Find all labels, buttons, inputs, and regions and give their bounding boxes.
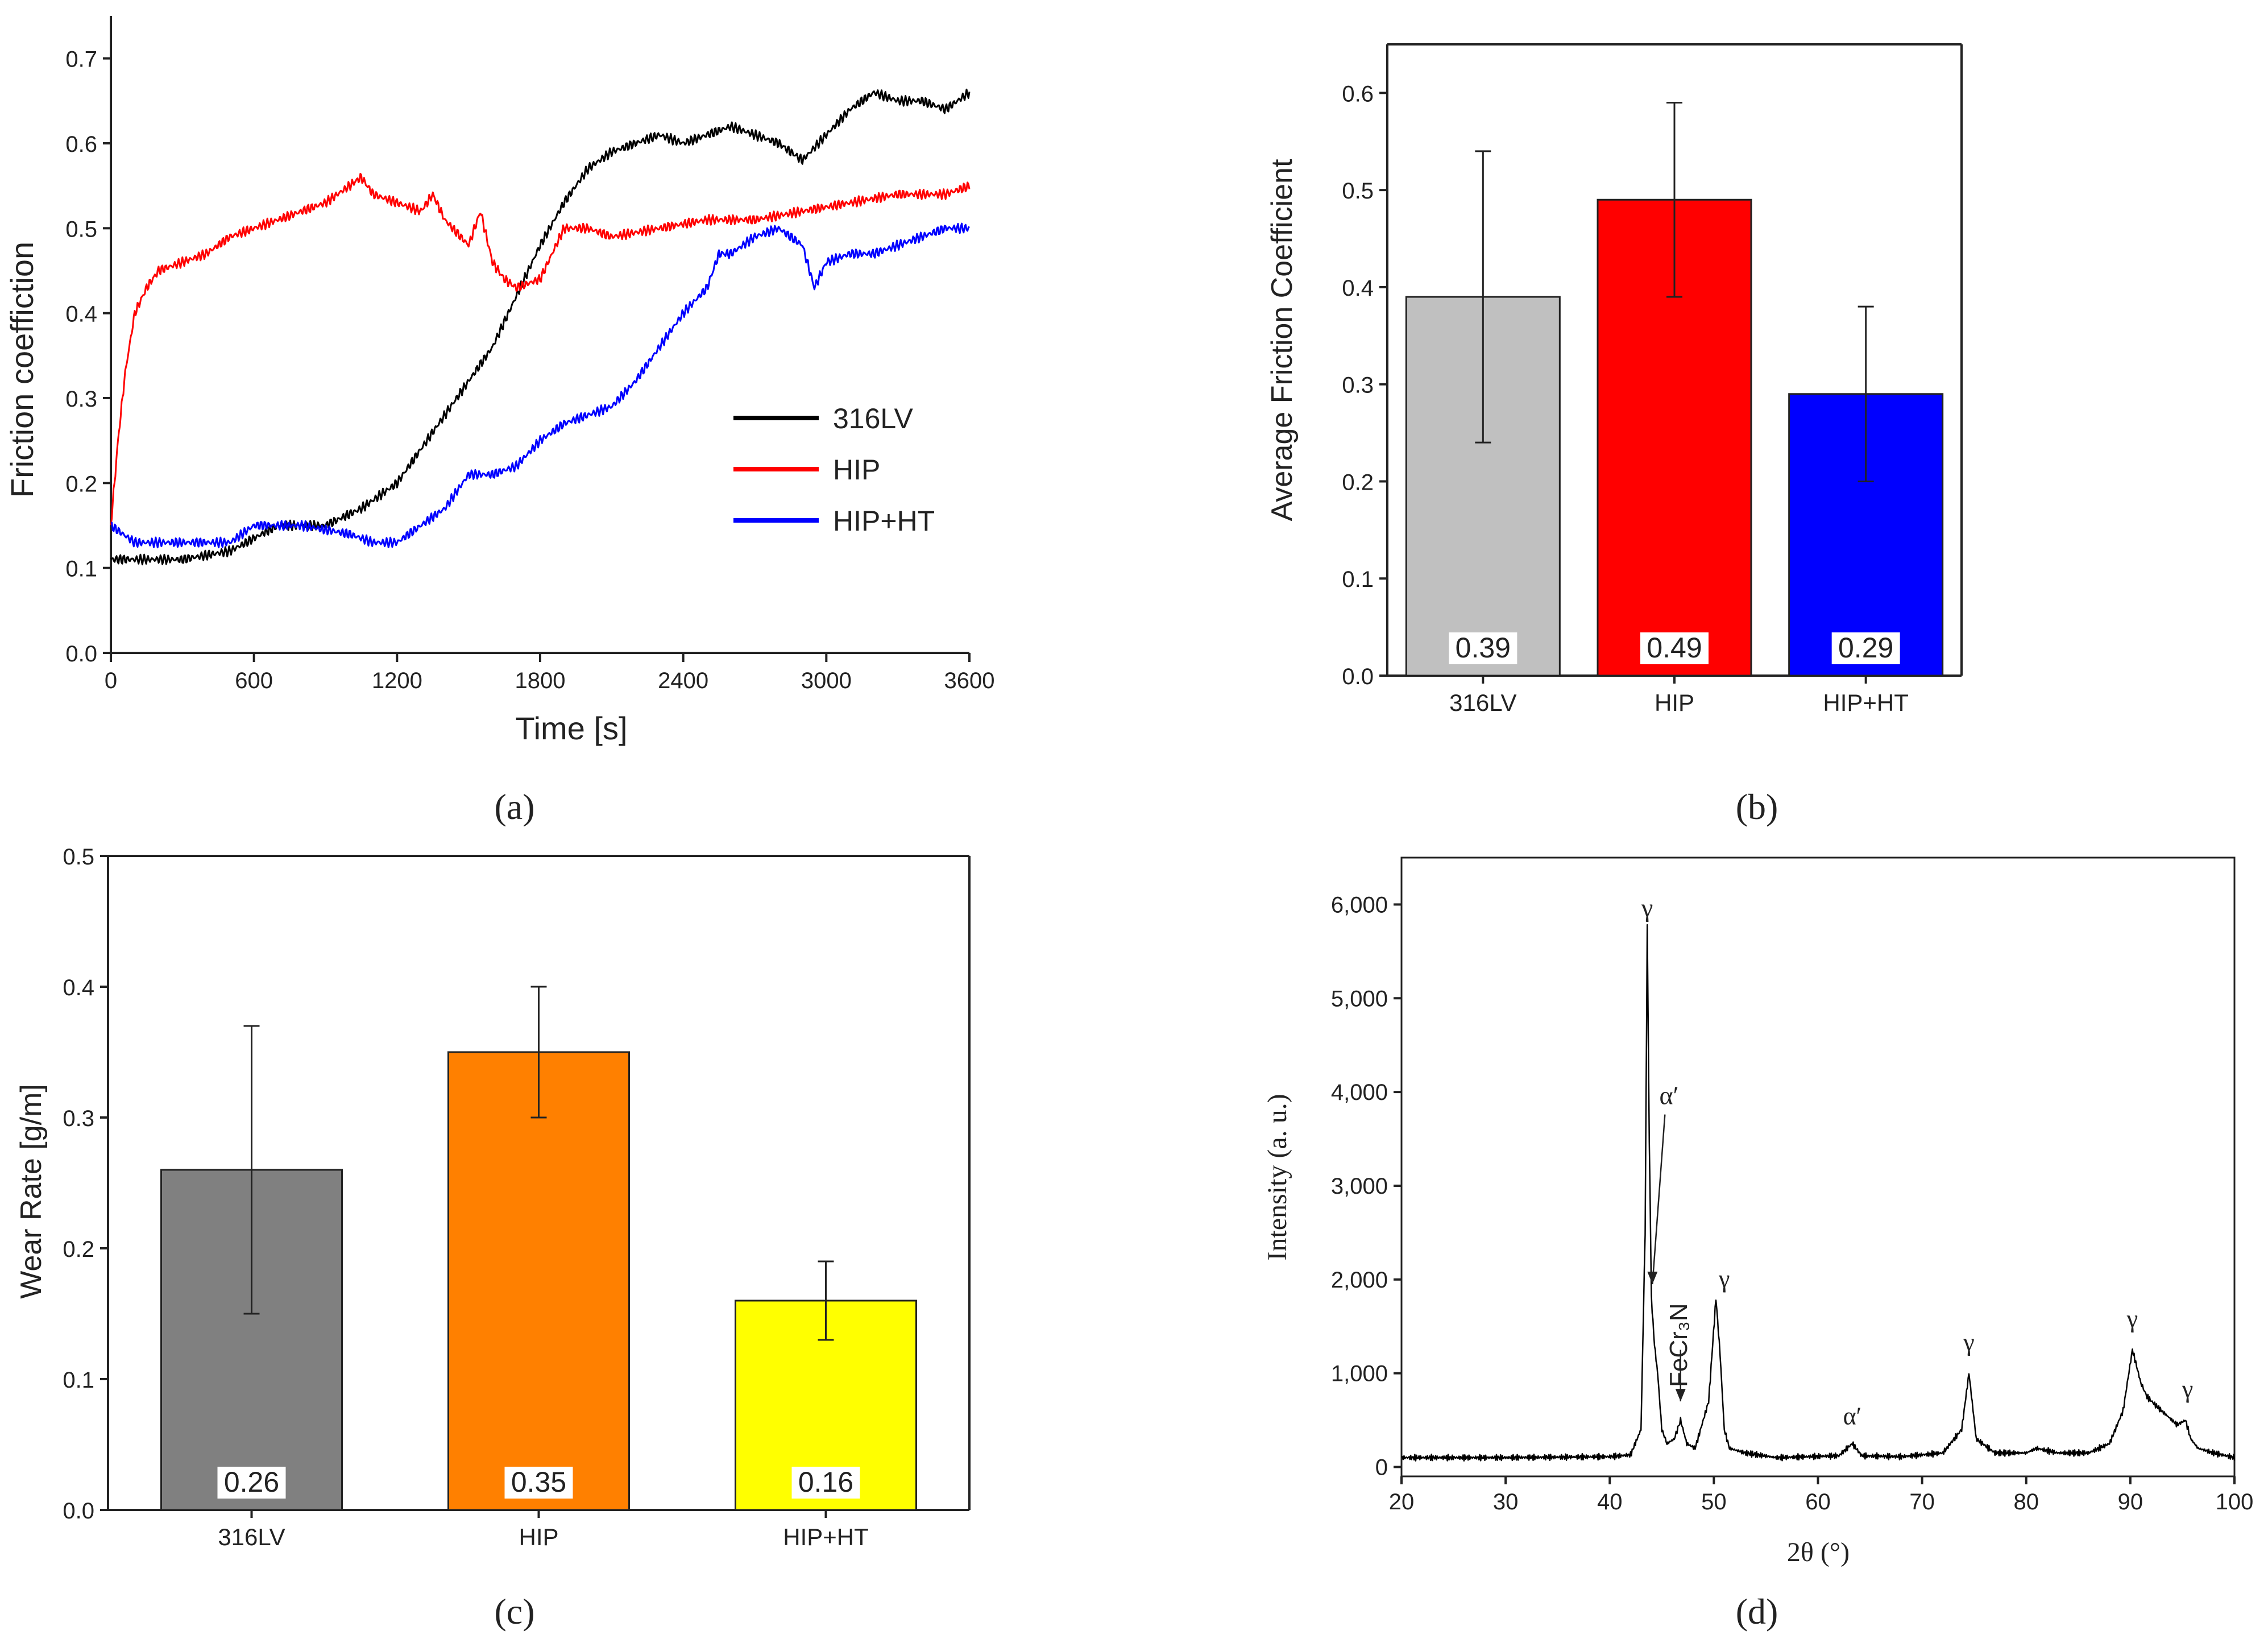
x-tick-label: 40 bbox=[1597, 1489, 1623, 1514]
y-axis-label: Intensity (a. u.) bbox=[1262, 1094, 1292, 1260]
x-tick-label: 100 bbox=[2216, 1489, 2254, 1514]
y-tick-label: 0.0 bbox=[1342, 664, 1374, 689]
y-tick-label: 0.7 bbox=[65, 47, 97, 72]
x-tick-label: 0 bbox=[105, 668, 117, 693]
x-tick-label: 90 bbox=[2118, 1489, 2143, 1514]
x-tick-label: 60 bbox=[1805, 1489, 1831, 1514]
peak-annotation: γ bbox=[2182, 1375, 2193, 1403]
x-tick-label: 1200 bbox=[372, 668, 422, 693]
y-tick-label: 0.0 bbox=[65, 642, 97, 667]
peak-annotation: α′ bbox=[1660, 1081, 1679, 1110]
series-line-hip-ht bbox=[110, 222, 971, 549]
value-label-background bbox=[504, 1467, 573, 1499]
y-tick-label: 0.1 bbox=[1342, 567, 1374, 592]
x-tick-label: HIP+HT bbox=[1823, 689, 1909, 716]
y-tick-label: 0.6 bbox=[1342, 81, 1374, 106]
wear-rate-bar-chart: Wear Rate [g/m] (c) 0.0 0.1 0.2 0.3 0.4 0.5 0.… bbox=[15, 845, 971, 1632]
y-tick-label: 0.4 bbox=[65, 302, 97, 327]
y-tick-label: 0.3 bbox=[65, 387, 97, 412]
bar-value-label: 0.16 bbox=[798, 1466, 853, 1498]
y-tick-label: 5,000 bbox=[1331, 986, 1388, 1011]
peak-annotation: γ bbox=[1641, 893, 1653, 922]
y-tick-label: 0.2 bbox=[65, 471, 97, 496]
y-tick-label: 0.5 bbox=[1342, 179, 1374, 204]
legend-label: HIP bbox=[833, 454, 880, 486]
y-axis-label: Friction coeffiction bbox=[4, 242, 40, 498]
peak-annotation: γ bbox=[2126, 1305, 2138, 1332]
average-friction-bar-chart: Average Friction Coefficient (b) 0.0 0.1 0… bbox=[1266, 43, 1963, 827]
bar-value-label: 0.49 bbox=[1647, 632, 1702, 664]
bar-value-label: 0.35 bbox=[511, 1466, 566, 1498]
y-tick-label: 1,000 bbox=[1331, 1361, 1388, 1387]
x-tick-label: HIP bbox=[519, 1524, 558, 1550]
x-tick-label: 600 bbox=[235, 668, 273, 693]
panel-label-a: (a) bbox=[494, 787, 534, 827]
value-label-background bbox=[1640, 632, 1709, 664]
value-label-background bbox=[791, 1467, 860, 1499]
bar-hip bbox=[447, 1051, 630, 1511]
y-tick-label: 0.5 bbox=[63, 845, 94, 870]
y-tick-label: 0.2 bbox=[1342, 470, 1374, 495]
y-tick-label: 0 bbox=[1375, 1455, 1388, 1480]
y-tick-label: 0.3 bbox=[63, 1106, 94, 1131]
x-tick-label: HIP+HT bbox=[783, 1524, 869, 1550]
xrd-pattern-chart: Intensity (a. u.) 2θ (°) (d) 0 1,000 2,000… bbox=[1262, 856, 2254, 1632]
series-line-316lv bbox=[110, 88, 971, 566]
peak-annotation: γ bbox=[1718, 1265, 1730, 1293]
peak-annotation: α′ bbox=[1843, 1402, 1862, 1430]
y-tick-label: 0.6 bbox=[65, 132, 97, 157]
x-tick-label: 2400 bbox=[658, 668, 708, 693]
peak-annotation: γ bbox=[1963, 1329, 1974, 1356]
peak-annotation: FeCr₃N bbox=[1665, 1303, 1693, 1387]
panel-label-b: (b) bbox=[1736, 787, 1778, 827]
y-tick-label: 0.2 bbox=[63, 1237, 94, 1262]
bar-value-label: 0.29 bbox=[1838, 632, 1893, 664]
friction-time-chart: Friction coeffiction Time [s] (a) 0.0 0.1… bbox=[4, 16, 994, 827]
y-tick-label: 4,000 bbox=[1331, 1080, 1388, 1105]
legend-label: 316LV bbox=[833, 403, 914, 434]
y-tick-label: 3,000 bbox=[1331, 1174, 1388, 1199]
bar-value-label: 0.26 bbox=[224, 1466, 279, 1498]
panel-label-c: (c) bbox=[494, 1591, 534, 1632]
y-tick-label: 0.3 bbox=[1342, 373, 1374, 398]
x-tick-label: 50 bbox=[1701, 1489, 1727, 1514]
value-label-background bbox=[1831, 632, 1900, 664]
y-tick-label: 0.1 bbox=[63, 1368, 94, 1393]
annotation-arrowhead-fecrn bbox=[1675, 1389, 1686, 1402]
y-tick-label: 0.0 bbox=[63, 1499, 94, 1524]
y-axis-label: Wear Rate [g/m] bbox=[15, 1084, 48, 1299]
value-label-background bbox=[217, 1467, 286, 1499]
xrd-pattern-line bbox=[1401, 924, 2236, 1462]
y-tick-label: 0.1 bbox=[65, 557, 97, 582]
y-tick-label: 2,000 bbox=[1331, 1268, 1388, 1293]
value-label-background bbox=[1449, 632, 1517, 664]
y-tick-label: 6,000 bbox=[1331, 892, 1388, 917]
x-tick-label: 316LV bbox=[218, 1524, 285, 1550]
x-tick-label: 70 bbox=[1909, 1489, 1935, 1514]
x-tick-label: HIP bbox=[1655, 689, 1694, 716]
bar-value-label: 0.39 bbox=[1456, 632, 1511, 664]
x-axis-label: 2θ (°) bbox=[1787, 1537, 1850, 1567]
legend-label: HIP+HT bbox=[833, 505, 935, 537]
series-line-hip bbox=[110, 172, 971, 525]
x-tick-label: 1800 bbox=[515, 668, 566, 693]
annotation-arrow-alpha bbox=[1652, 1114, 1666, 1285]
x-tick-label: 3600 bbox=[944, 668, 995, 693]
x-axis-label: Time [s] bbox=[515, 710, 627, 746]
x-tick-label: 80 bbox=[2014, 1489, 2039, 1514]
x-tick-label: 20 bbox=[1389, 1489, 1415, 1514]
x-tick-label: 3000 bbox=[801, 668, 852, 693]
y-axis-label: Average Friction Coefficient bbox=[1266, 159, 1299, 521]
x-tick-label: 30 bbox=[1493, 1489, 1519, 1514]
panel-label-d: (d) bbox=[1736, 1591, 1778, 1632]
x-tick-label: 316LV bbox=[1449, 689, 1516, 716]
y-tick-label: 0.4 bbox=[1342, 276, 1374, 301]
y-tick-label: 0.5 bbox=[65, 217, 97, 242]
y-tick-label: 0.4 bbox=[63, 975, 94, 1000]
annotation-arrowhead-alpha bbox=[1647, 1272, 1658, 1285]
